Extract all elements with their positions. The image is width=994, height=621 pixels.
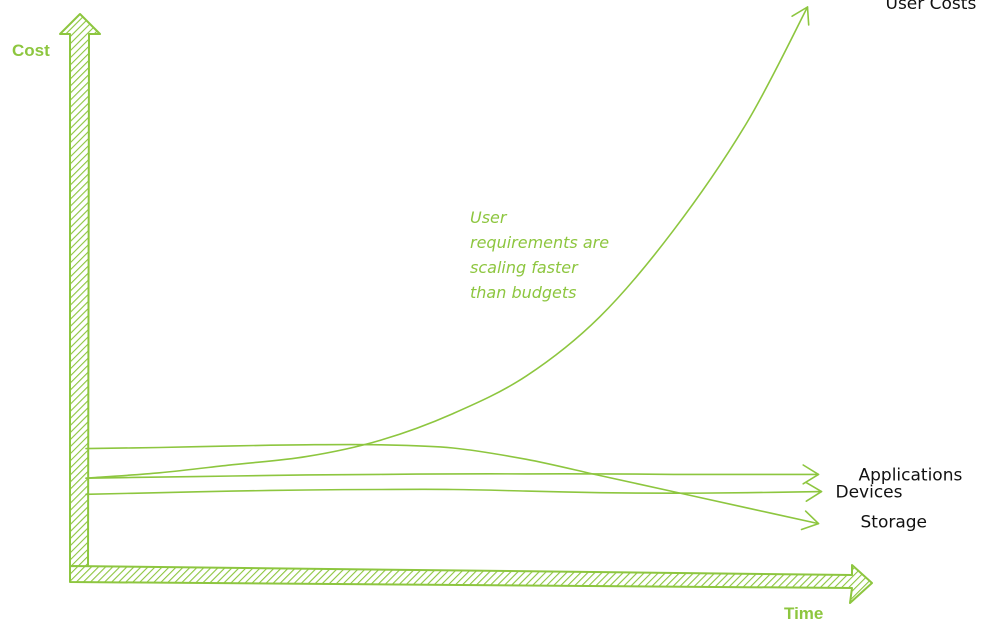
x-axis-title: Time: [784, 604, 823, 621]
series-arrowhead: [802, 464, 820, 485]
x-axis-arrow: [69, 564, 873, 604]
annotation-line: scaling faster: [470, 258, 579, 277]
series-line-applications: [85, 473, 820, 479]
series-arrowheads: [791, 6, 823, 531]
y-axis-title: Cost: [12, 41, 50, 60]
series-line-storage: [85, 443, 820, 525]
axes-group: [59, 13, 873, 604]
series-arrowhead: [800, 510, 820, 531]
series-arrowhead: [791, 6, 810, 26]
y-axis-arrow: [59, 13, 101, 576]
annotation: User requirements are scaling faster tha…: [470, 208, 609, 302]
series-label-storage: Storage: [861, 513, 928, 533]
series-line-devices: [85, 488, 823, 496]
annotation-line: requirements are: [470, 233, 609, 252]
series-arrowhead: [805, 481, 823, 502]
annotation-line: than budgets: [470, 283, 577, 302]
series-line-user-costs: [85, 6, 809, 479]
series-label-user-costs: User Costs: [886, 0, 977, 14]
series-label-applications: Applications: [859, 465, 963, 485]
annotation-line: User: [470, 208, 508, 227]
series-label-devices: Devices: [836, 483, 903, 503]
series-lines: [85, 6, 823, 525]
